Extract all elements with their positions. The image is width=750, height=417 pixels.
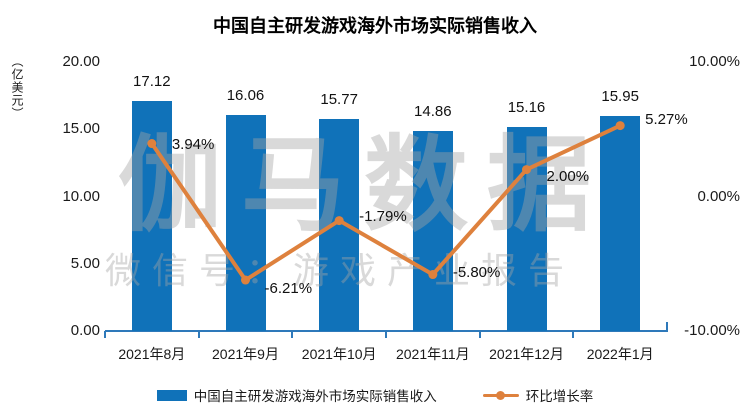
line-value-label: 5.27%: [645, 110, 688, 128]
bar-value-label: 15.16: [507, 99, 546, 117]
x-axis-category-label: 2021年11月: [395, 346, 470, 362]
bar-legend-swatch-icon: [156, 389, 187, 401]
bar: [412, 131, 453, 331]
legend: 中国自主研发游戏海外市场实际销售收入 环比增长率: [0, 385, 750, 405]
line-point-marker: [522, 165, 531, 175]
bar: [506, 127, 547, 331]
line-value-label: 2.00%: [546, 167, 590, 185]
bar-value-label: 14.86: [414, 103, 452, 121]
line-point-marker: [428, 270, 438, 280]
left-axis-unit-label: （亿美元）: [10, 55, 24, 120]
left-axis-tick-label: 5.00: [70, 254, 100, 272]
legend-item-bars: 中国自主研发游戏海外市场实际销售收入: [156, 385, 437, 405]
line-legend-label: 环比增长率: [525, 389, 594, 404]
line-series: [147, 121, 625, 285]
right-axis-tick-label: 10.00%: [689, 53, 740, 70]
right-axis-tick-label: 0.00%: [697, 187, 740, 205]
x-axis-tick: [666, 322, 668, 331]
bar-value-label: 17.12: [133, 72, 171, 90]
x-axis-tick: [104, 331, 106, 338]
legend-item-line: 环比增长率: [482, 385, 594, 405]
x-axis-tick: [291, 331, 294, 338]
left-axis-tick-label: 10.00: [62, 187, 100, 205]
bar: [225, 115, 266, 331]
line-point-marker: [615, 121, 625, 131]
line-point-marker: [334, 216, 344, 226]
x-axis-category-label: 2022年1月: [586, 346, 654, 362]
bar: [600, 116, 641, 331]
x-axis-tick: [385, 331, 387, 338]
line-value-label: 3.94%: [171, 135, 215, 153]
line-point-marker: [147, 139, 157, 149]
left-axis-tick-label: 0.00: [70, 322, 100, 339]
x-axis-category-label: 2021年10月: [301, 346, 377, 362]
right-axis-tick-label: -10.00%: [684, 322, 740, 339]
plot-area: 伽马数据 微信号：游戏产业报告 17.12 16.06 15.77 14.86 15.1…: [105, 62, 688, 331]
bar-legend-label: 中国自主研发游戏海外市场实际销售收入: [193, 389, 437, 404]
line-value-label: -6.21%: [264, 280, 313, 298]
bar-value-label: 16.06: [226, 86, 265, 104]
x-axis-tick: [572, 331, 575, 338]
line-value-label: -1.79%: [359, 207, 407, 225]
chart-title: 中国自主研发游戏海外市场实际销售收入: [213, 16, 537, 36]
bar-value-label: 15.95: [601, 88, 639, 106]
left-axis-tick-label: 20.00: [62, 53, 100, 70]
x-axis-category-label: 2021年8月: [118, 346, 186, 362]
line-point-marker: [241, 275, 250, 285]
bar-value-label: 15.77: [320, 90, 358, 108]
x-axis-category-label: 2021年12月: [489, 346, 564, 362]
line-legend-marker-icon: [482, 390, 519, 400]
left-axis-tick-label: 15.00: [62, 120, 100, 138]
line-value-label: -5.80%: [452, 263, 501, 281]
x-axis-tick: [197, 331, 200, 338]
x-axis-category-label: 2021年9月: [212, 346, 279, 362]
x-axis-tick: [478, 331, 481, 338]
growth-line: [149, 123, 623, 283]
